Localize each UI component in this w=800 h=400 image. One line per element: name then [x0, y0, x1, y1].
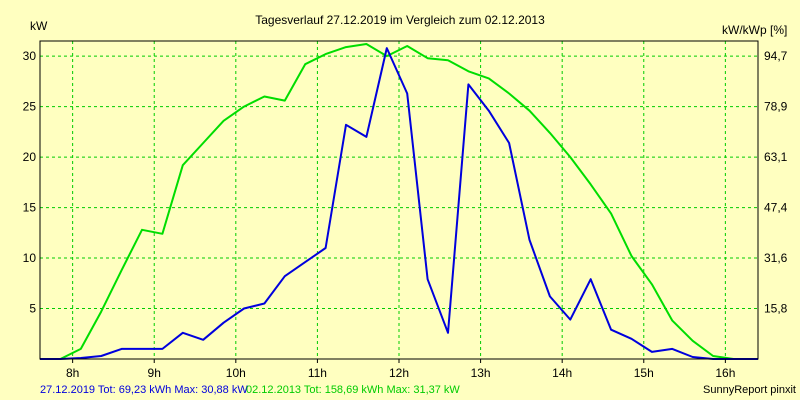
y-tick-label-left: 25 [23, 100, 37, 114]
y-tick-label-right: 78,9 [764, 100, 788, 114]
series-line-2019 [40, 47, 758, 360]
x-tick-label: 15h [634, 366, 654, 380]
x-tick-label: 14h [552, 366, 572, 380]
y-axis-right: 15,8 31,6 47,4 63,1 78,9 94,7 [764, 49, 788, 315]
y-tick-label-left: 30 [23, 49, 37, 63]
x-tick-label: 13h [471, 366, 491, 380]
y-tick-label-right: 15,8 [764, 302, 788, 316]
y-tick-label-left: 10 [23, 251, 37, 265]
x-tick-label: 9h [148, 366, 161, 380]
summary-2019: 27.12.2019 Tot: 69,23 kWh Max: 30,88 kW [40, 384, 248, 396]
y-tick-label-right: 63,1 [764, 150, 788, 164]
y-tick-label-left: 5 [29, 302, 36, 316]
y-axis-left-label: kW [30, 19, 48, 33]
credit: SunnyReport pinxit [703, 384, 796, 396]
y-tick-label-right: 31,6 [764, 251, 788, 265]
chart-title: Tagesverlauf 27.12.2019 im Vergleich zum… [255, 13, 545, 27]
x-tick-label: 11h [308, 366, 327, 380]
y-tick-label-right: 47,4 [764, 201, 788, 215]
y-tick-label-left: 20 [23, 150, 37, 164]
grid [40, 41, 758, 359]
series-lines [40, 43, 758, 360]
x-tick-label: 16h [715, 366, 735, 380]
y-tick-label-left: 15 [23, 201, 37, 215]
series-line-2013 [40, 43, 758, 360]
x-tick-label: 12h [389, 366, 409, 380]
y-axis-right-label: kW/kWp [%] [722, 23, 787, 37]
x-axis: 8h 9h 10h 11h 12h 13h 14h 15h 16h [66, 359, 735, 380]
x-tick-label: 10h [226, 366, 246, 380]
y-axis-left: 5 10 15 20 25 30 [23, 49, 37, 315]
y-tick-label-right: 94,7 [764, 49, 788, 63]
summary-2013: 02.12.2013 Tot: 158,69 kWh Max: 31,37 kW [246, 384, 460, 396]
x-tick-label: 8h [66, 366, 79, 380]
